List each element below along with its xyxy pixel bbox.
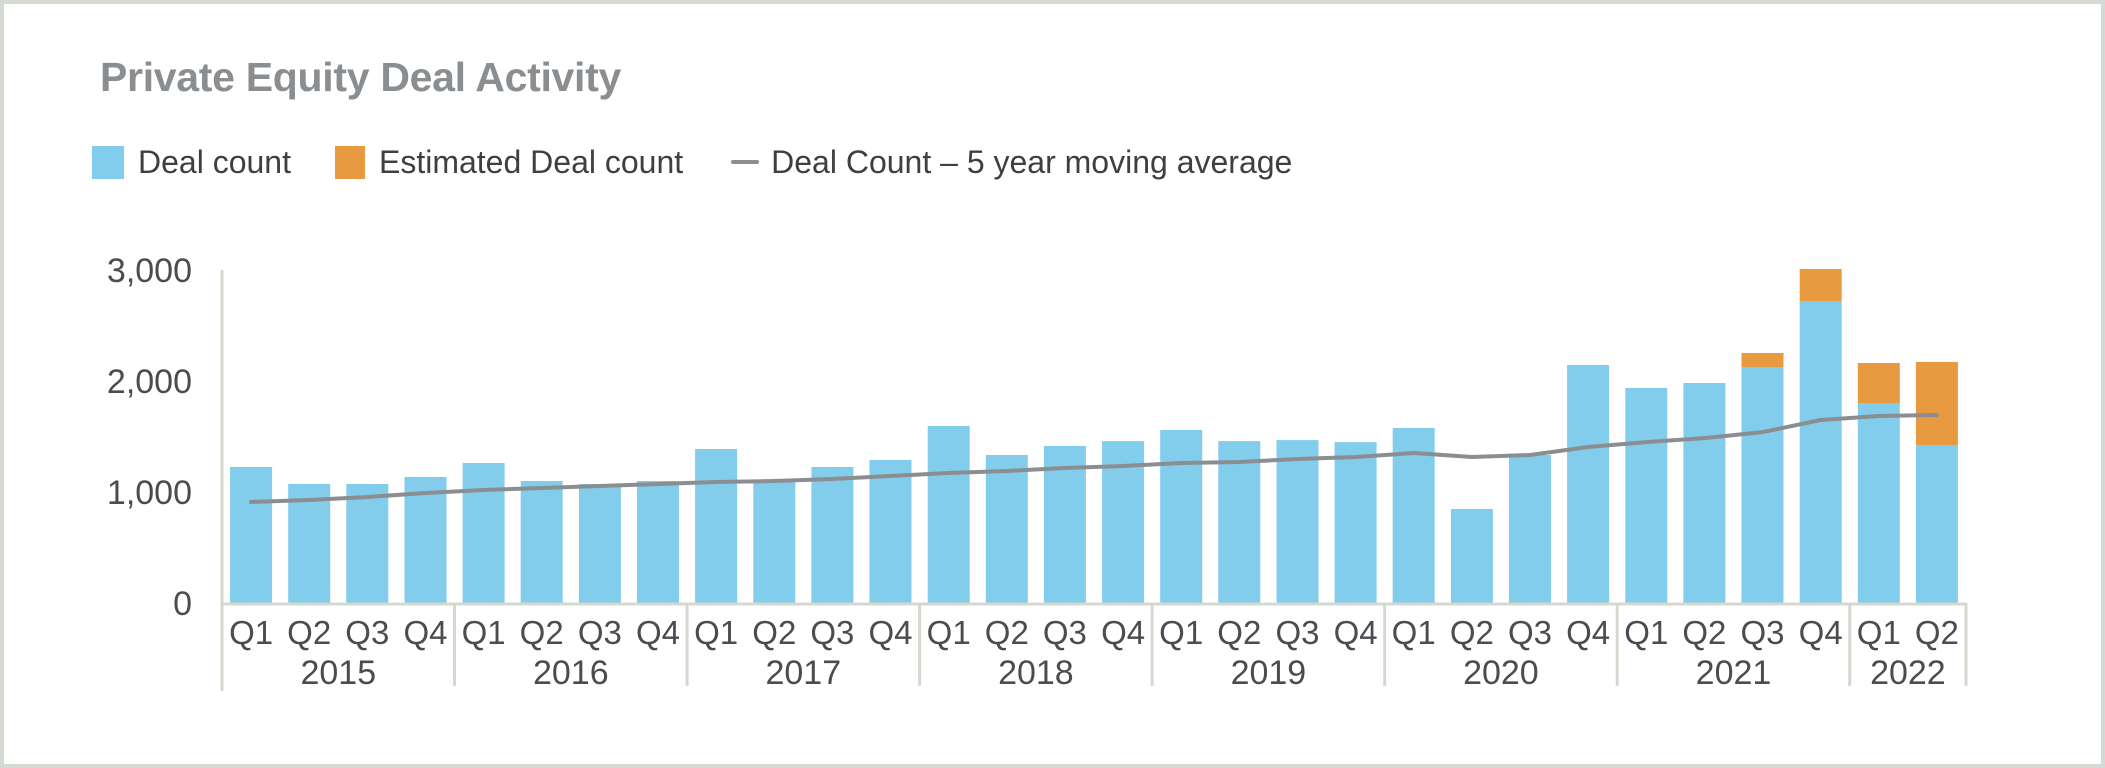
x-quarter-label: Q1 (1857, 614, 1901, 651)
x-quarter-label: Q1 (229, 614, 273, 651)
bar-deal-count (1160, 430, 1203, 603)
x-year-label: 2020 (1463, 654, 1539, 692)
legend-swatch-estimated-deal-count (334, 145, 365, 179)
x-year-label: 2018 (998, 654, 1074, 692)
x-year-label: 2015 (300, 654, 376, 692)
bar-deal-count (869, 460, 912, 603)
x-quarter-label: Q2 (287, 614, 331, 651)
bar-deal-count (1392, 428, 1435, 603)
bar-deal-count (695, 449, 738, 603)
x-quarter-label: Q2 (1682, 614, 1726, 651)
x-quarter-label: Q3 (345, 614, 389, 651)
x-year-label: 2016 (533, 654, 609, 692)
bar-deal-count (1567, 365, 1610, 603)
x-quarter-label: Q4 (868, 614, 912, 651)
x-quarter-label: Q2 (1915, 614, 1959, 651)
bar-deal-count (230, 467, 273, 603)
legend-label-deal-count: Deal count (138, 143, 291, 180)
bar-deal-count (927, 426, 970, 603)
legend-item-moving-average: Deal Count – 5 year moving average (731, 144, 1292, 181)
bar-deal-count (1450, 509, 1493, 603)
legend-item-deal-count: Deal count (92, 144, 291, 181)
bar-deal-count (1799, 301, 1842, 603)
x-quarter-label: Q4 (1566, 614, 1610, 651)
x-year-label: 2022 (1870, 654, 1946, 692)
bar-deal-count (288, 484, 331, 603)
bar-deal-count (578, 484, 621, 603)
y-tick-labels: 0 1,000 2,000 3,000 (107, 252, 192, 623)
x-quarter-label: Q2 (520, 614, 564, 651)
bar-deal-count (462, 463, 505, 603)
bar-deal-count (1683, 383, 1726, 603)
bar-deal-count (404, 477, 447, 603)
x-quarter-label: Q3 (1275, 614, 1319, 651)
bars-group (230, 269, 1958, 603)
x-quarter-label: Q2 (1217, 614, 1261, 651)
bar-deal-count (811, 467, 854, 603)
bar-deal-count (1509, 455, 1551, 603)
bar-deal-count (1334, 442, 1377, 603)
bar-deal-count (753, 482, 796, 603)
bar-deal-count (1741, 367, 1784, 603)
x-quarter-label: Q1 (694, 614, 738, 651)
x-quarter-label: Q3 (1508, 614, 1552, 651)
x-quarter-label: Q3 (578, 614, 622, 651)
x-year-label: 2017 (765, 654, 841, 692)
y-tick-label: 3,000 (107, 252, 192, 290)
x-quarter-label: Q2 (752, 614, 796, 651)
x-quarter-label: Q4 (1334, 614, 1378, 651)
bar-deal-count (985, 455, 1028, 603)
x-tick-labels: Q1 Q2 Q3 Q4 Q1 Q2 Q3 Q4 Q1 Q2 Q3 Q4 Q1 Q2 Q3 Q4 Q1 Q2 Q3 Q4… (229, 614, 1959, 692)
x-quarter-label: Q1 (462, 614, 506, 651)
y-tick-label: 1,000 (107, 474, 192, 512)
bar-deal-count (1276, 440, 1319, 603)
bar-deal-count (637, 481, 679, 603)
bar-deal-count (346, 484, 389, 603)
bar-deal-count (1625, 388, 1668, 603)
bar-estimated-deal-count (1741, 353, 1784, 367)
x-quarter-label: Q1 (1159, 614, 1203, 651)
x-quarter-label: Q4 (1101, 614, 1145, 651)
x-quarter-label: Q1 (1624, 614, 1668, 651)
x-quarter-label: Q2 (985, 614, 1029, 651)
legend-label-estimated-deal-count: Estimated Deal count (378, 143, 684, 180)
x-quarter-label: Q3 (1740, 614, 1784, 651)
bar-deal-count (1218, 441, 1261, 603)
bar-estimated-deal-count (1915, 362, 1958, 445)
bar-deal-count (520, 481, 563, 603)
legend-item-estimated-deal-count: Estimated Deal count (334, 143, 684, 181)
x-quarter-label: Q2 (1450, 614, 1494, 651)
x-year-label: 2019 (1231, 654, 1307, 692)
bar-estimated-deal-count (1857, 363, 1900, 403)
x-quarter-label: Q1 (1392, 614, 1436, 651)
bar-deal-count (1043, 446, 1086, 603)
x-quarter-label: Q4 (403, 614, 447, 651)
moving-average-group (249, 413, 1939, 504)
legend-swatch-deal-count (92, 145, 124, 179)
legend-line-moving-average (731, 160, 760, 164)
bar-deal-count (1915, 445, 1958, 603)
x-year-label: 2021 (1696, 654, 1772, 692)
x-quarter-label: Q3 (810, 614, 854, 651)
axes-group (220, 270, 1968, 691)
bar-deal-count (1857, 403, 1900, 603)
legend-label-moving-average: Deal Count – 5 year moving average (771, 143, 1293, 180)
chart-legend: Deal count Estimated Deal count Deal Cou… (92, 142, 1292, 182)
y-tick-label: 0 (173, 585, 192, 623)
y-tick-label: 2,000 (107, 363, 192, 401)
x-quarter-label: Q4 (636, 614, 680, 651)
chart-title: Private Equity Deal Activity (100, 54, 621, 100)
x-quarter-label: Q4 (1799, 614, 1843, 651)
x-quarter-label: Q3 (1043, 614, 1087, 651)
bar-estimated-deal-count (1799, 269, 1842, 301)
x-quarter-label: Q1 (927, 614, 971, 651)
moving-average-line (249, 413, 1939, 504)
